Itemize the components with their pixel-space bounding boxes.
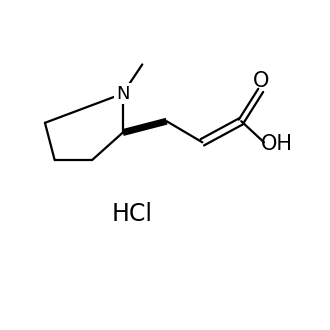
Text: O: O — [252, 71, 269, 91]
Text: HCl: HCl — [112, 202, 153, 226]
Text: N: N — [116, 84, 130, 103]
Text: OH: OH — [261, 134, 293, 154]
